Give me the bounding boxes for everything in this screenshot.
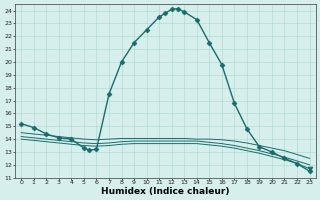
X-axis label: Humidex (Indice chaleur): Humidex (Indice chaleur) <box>101 187 230 196</box>
